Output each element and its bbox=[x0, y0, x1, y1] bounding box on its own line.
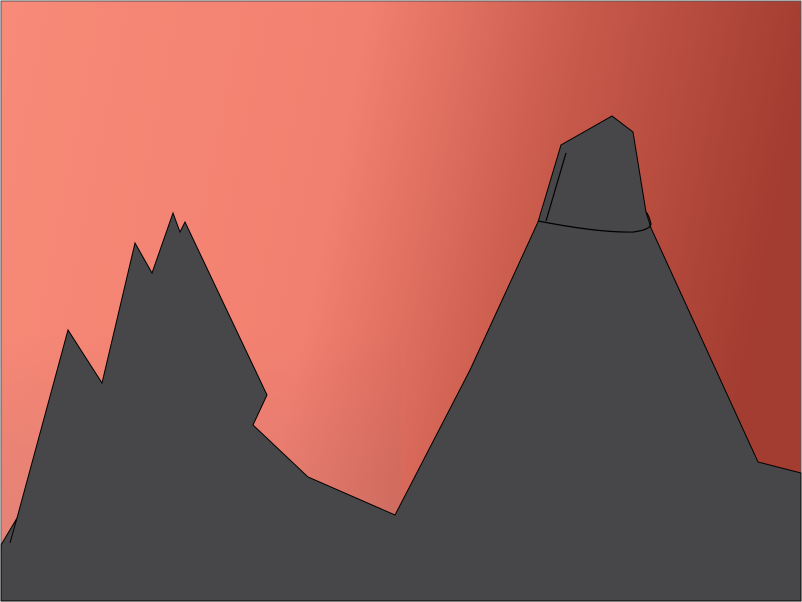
left-base-detail bbox=[9, 517, 18, 544]
summit-base-curve bbox=[537, 211, 652, 233]
mountain-silhouette bbox=[0, 115, 802, 602]
summit-left-edge bbox=[545, 152, 567, 222]
